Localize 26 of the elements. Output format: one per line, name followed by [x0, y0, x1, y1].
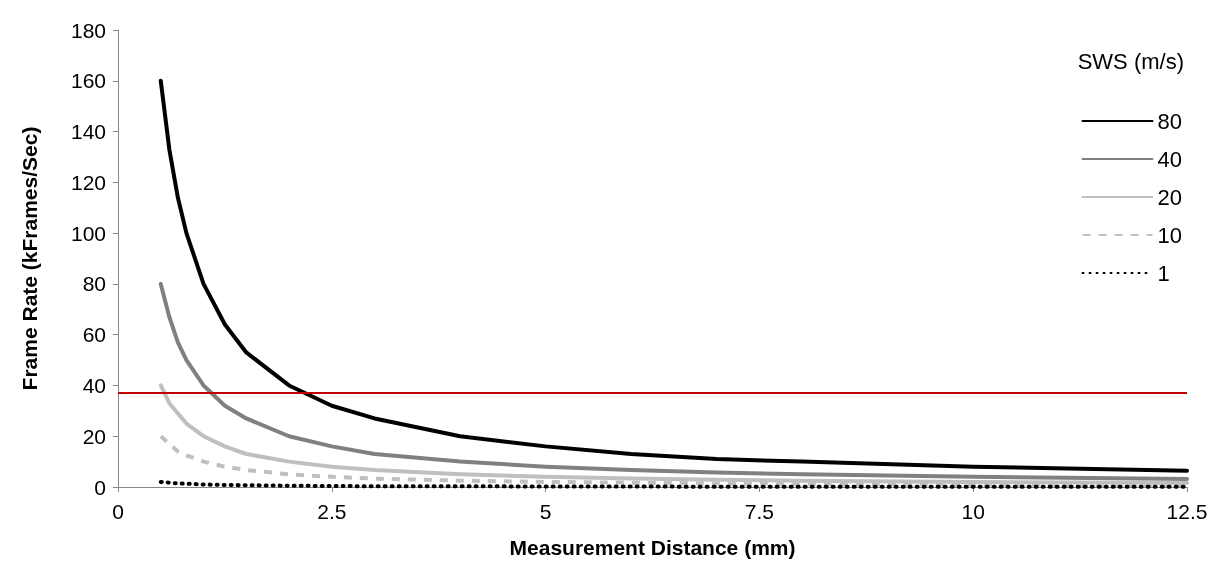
y-tick-label: 120 — [70, 170, 106, 194]
x-axis-title: Measurement Distance (mm) — [509, 536, 796, 559]
line-series — [158, 281, 1189, 481]
x-tick-label: 7.5 — [744, 500, 774, 523]
legend-title: SWS (m/s) — [1077, 48, 1185, 74]
y-tick-label: 20 — [82, 424, 106, 448]
y-tick-label: 40 — [82, 373, 106, 397]
y-tick-label: 0 — [94, 475, 106, 499]
y-tick-label: 180 — [70, 18, 106, 42]
x-tick-label: 10 — [961, 500, 985, 523]
legend-label: 20 — [1157, 184, 1183, 210]
legend-label: 40 — [1157, 146, 1183, 172]
y-axis-title: Frame Rate (kFrames/Sec) — [18, 126, 41, 391]
y-tick-label: 100 — [70, 221, 106, 245]
y-tick-label: 140 — [70, 120, 106, 144]
legend-label: 80 — [1157, 108, 1183, 134]
x-tick-label: 12.5 — [1166, 500, 1208, 523]
legend-label: 1 — [1157, 260, 1170, 286]
y-tick-label: 80 — [82, 272, 106, 296]
y-tick-label: 60 — [82, 323, 106, 347]
legend-label: 10 — [1157, 222, 1183, 248]
x-tick-label: 0 — [112, 500, 124, 523]
y-tick-label: 160 — [70, 69, 106, 93]
line-series — [158, 78, 1189, 473]
x-tick-label: 5 — [539, 500, 552, 523]
x-tick-label: 2.5 — [317, 500, 347, 523]
